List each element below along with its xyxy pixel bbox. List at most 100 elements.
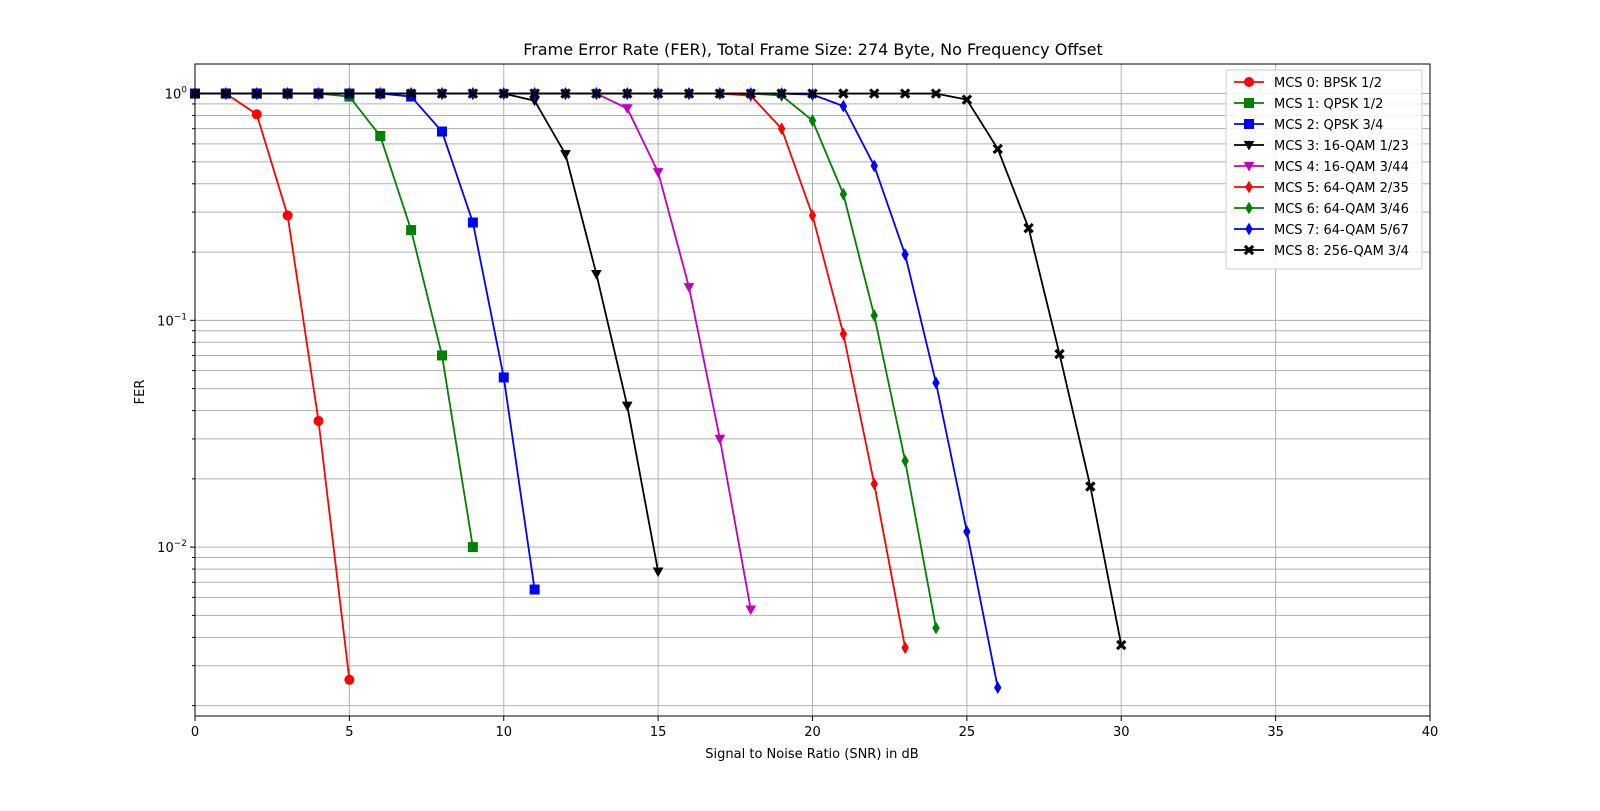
x-tick-label: 25 — [959, 725, 976, 740]
data-point — [406, 225, 417, 236]
legend-entry: MCS 5: 64-QAM 2/35 — [1234, 180, 1409, 196]
legend-entry: MCS 8: 256-QAM 3/4 — [1234, 244, 1409, 259]
x-tick-label: 15 — [650, 725, 667, 740]
series — [189, 88, 1127, 651]
legend-marker — [1244, 119, 1254, 129]
legend-entry: MCS 4: 16-QAM 3/44 — [1234, 160, 1409, 175]
x-tick-label: 30 — [1113, 725, 1130, 740]
series-layer — [189, 87, 1127, 695]
legend-entry: MCS 7: 64-QAM 5/67 — [1234, 222, 1409, 238]
data-point — [560, 150, 571, 160]
data-point — [807, 88, 818, 99]
data-point — [591, 88, 602, 99]
data-point — [869, 88, 880, 99]
data-point — [745, 605, 757, 616]
y-tick-label: 10−1 — [157, 312, 187, 329]
legend-marker — [1243, 140, 1255, 151]
legend: MCS 0: BPSK 1/2 MCS 1: QPSK 1/2 MCS 2: QPS… — [1225, 69, 1423, 270]
data-point — [251, 109, 262, 120]
data-point — [745, 88, 756, 99]
legend-marker — [1245, 180, 1253, 194]
data-point — [498, 88, 509, 99]
data-point — [901, 454, 909, 468]
data-point — [870, 477, 878, 491]
data-point — [901, 641, 909, 655]
data-point — [467, 88, 479, 99]
data-point — [405, 88, 417, 99]
legend-label: MCS 8: 256-QAM 3/4 — [1274, 244, 1409, 259]
legend-label: MCS 3: 16-QAM 1/23 — [1274, 139, 1409, 154]
data-point — [529, 88, 540, 99]
data-point — [313, 88, 324, 99]
legend-box — [1225, 69, 1423, 270]
x-tick-label: 35 — [1267, 725, 1284, 740]
data-point — [930, 88, 942, 99]
data-point — [344, 88, 355, 99]
data-point — [870, 309, 878, 322]
data-point — [344, 674, 355, 685]
data-point — [992, 143, 1003, 155]
legend-entry: MCS 0: BPSK 1/2 — [1234, 76, 1382, 91]
data-point — [1023, 222, 1034, 234]
data-point — [375, 88, 386, 99]
data-point — [932, 621, 940, 635]
data-point — [437, 350, 447, 361]
data-point — [622, 88, 633, 99]
data-point — [621, 401, 633, 412]
data-point — [777, 122, 786, 136]
data-point — [652, 567, 664, 578]
data-point — [932, 376, 940, 390]
data-point — [808, 114, 817, 127]
legend-label: MCS 5: 64-QAM 2/35 — [1274, 181, 1409, 196]
legend-marker — [1244, 98, 1254, 108]
legend-marker — [1245, 201, 1253, 215]
data-point — [1116, 639, 1127, 651]
data-point — [498, 372, 509, 383]
data-point — [529, 584, 540, 595]
data-point — [961, 94, 973, 105]
legend-marker — [1244, 77, 1254, 87]
chart-title: Frame Error Rate (FER), Total Frame Size… — [523, 40, 1103, 59]
x-tick-label: 20 — [804, 725, 821, 740]
legend-marker — [1243, 161, 1255, 172]
data-point — [467, 217, 478, 228]
x-tick-label: 10 — [495, 725, 512, 740]
data-point — [436, 88, 448, 99]
data-point — [839, 187, 848, 201]
legend-entry: MCS 6: 64-QAM 3/46 — [1234, 201, 1409, 217]
data-point — [1085, 481, 1096, 492]
legend-label: MCS 6: 64-QAM 3/46 — [1274, 202, 1409, 217]
data-point — [994, 681, 1002, 695]
y-axis-ticks: 100 10−1 10−2 — [157, 86, 195, 707]
legend-entry: MCS 1: QPSK 1/2 — [1234, 97, 1383, 112]
legend-label: MCS 4: 16-QAM 3/44 — [1274, 160, 1409, 175]
data-point — [375, 130, 386, 141]
data-point — [652, 88, 664, 99]
y-tick-label: 100 — [165, 86, 188, 103]
data-point — [560, 88, 571, 99]
data-point — [1054, 348, 1065, 360]
legend-label: MCS 2: QPSK 3/4 — [1274, 118, 1383, 133]
legend-label: MCS 0: BPSK 1/2 — [1274, 76, 1382, 91]
legend-entry: MCS 2: QPSK 3/4 — [1234, 118, 1383, 133]
x-axis-label: Signal to Noise Ratio (SNR) in dB — [705, 747, 918, 762]
data-point — [714, 434, 726, 445]
data-point — [714, 88, 726, 99]
data-point — [220, 88, 232, 99]
data-point — [899, 88, 911, 99]
data-point — [839, 327, 848, 341]
data-point — [839, 99, 848, 113]
x-tick-label: 0 — [191, 725, 199, 740]
data-point — [901, 248, 909, 261]
data-point — [652, 168, 664, 178]
data-point — [591, 269, 602, 280]
data-point — [808, 209, 817, 222]
data-point — [282, 88, 293, 99]
data-point — [963, 525, 971, 539]
x-tick-label: 40 — [1422, 725, 1439, 740]
legend-marker — [1243, 244, 1255, 256]
data-point — [467, 542, 478, 553]
data-point — [313, 415, 324, 426]
data-point — [683, 88, 695, 99]
